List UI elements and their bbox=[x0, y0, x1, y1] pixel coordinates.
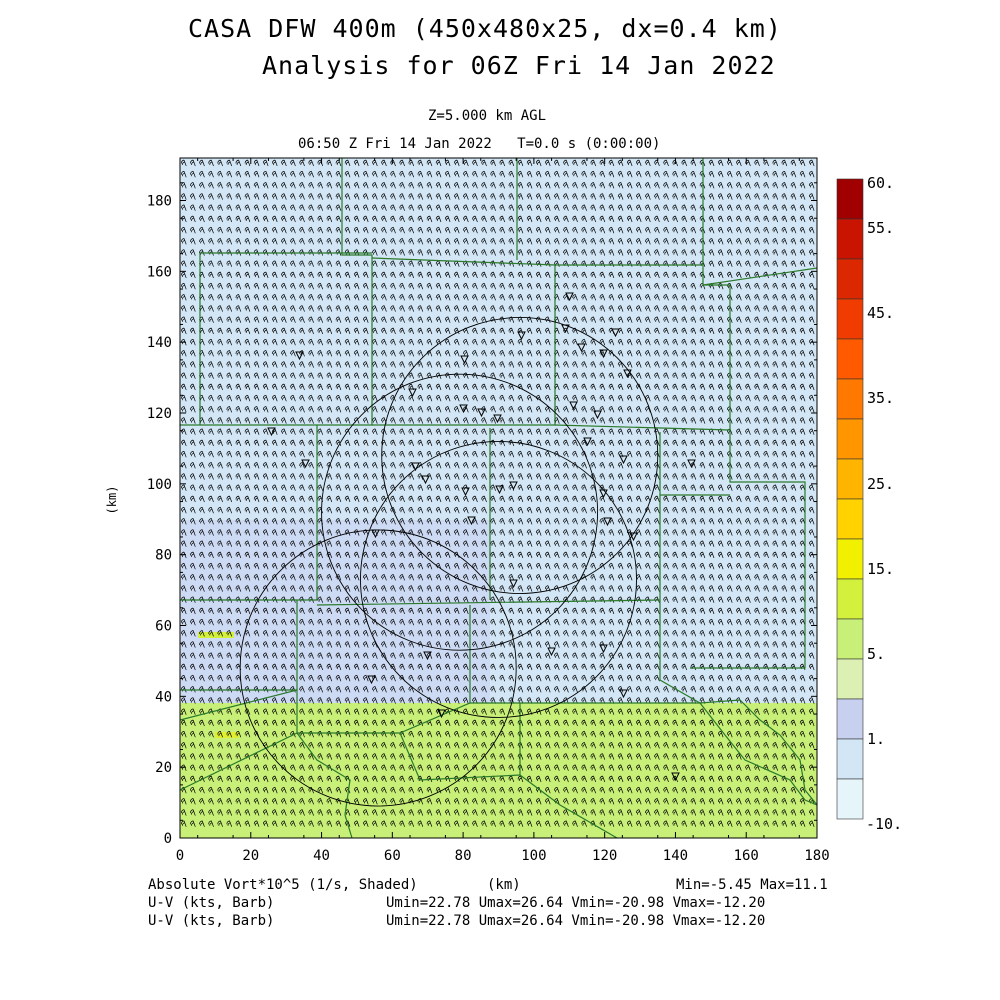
title-line-2: Analysis for 06Z Fri 14 Jan 2022 bbox=[262, 51, 776, 80]
y-tick-label: 40 bbox=[155, 689, 172, 705]
y-tick-label: 100 bbox=[147, 477, 172, 493]
y-tick-label: 120 bbox=[147, 406, 172, 422]
colorbar-label: 15. bbox=[867, 560, 894, 578]
title-line-1: CASA DFW 400m (450x480x25, dx=0.4 km) bbox=[188, 14, 782, 43]
barb-label-1: U-V (kts, Barb) bbox=[148, 895, 275, 911]
colorbar bbox=[836, 178, 864, 820]
colorbar-swatch bbox=[836, 618, 864, 660]
colorbar-swatch bbox=[836, 498, 864, 540]
colorbar-swatch bbox=[836, 218, 864, 260]
colorbar-label: 35. bbox=[867, 389, 894, 407]
time-label: 06:50 Z Fri 14 Jan 2022 T=0.0 s (0:00:00… bbox=[298, 136, 661, 152]
level-label: Z=5.000 km AGL bbox=[428, 108, 547, 124]
y-tick-label: 180 bbox=[147, 194, 172, 210]
colorbar-swatch bbox=[836, 418, 864, 460]
colorbar-swatch bbox=[836, 258, 864, 300]
x-tick-label: 60 bbox=[384, 848, 401, 864]
y-tick-label: 20 bbox=[155, 760, 172, 776]
radar-range-ring bbox=[360, 440, 637, 718]
y-tick-label: 60 bbox=[155, 619, 172, 635]
colorbar-label: 1. bbox=[867, 730, 885, 748]
y-tick-label: 80 bbox=[155, 548, 172, 564]
y-tick-label: 0 bbox=[164, 831, 172, 847]
x-axis-units: (km) bbox=[487, 877, 521, 893]
y-tick-labels: 0 20 40 60 80 100 120 140 160 180 bbox=[147, 194, 172, 848]
x-tick-label: 160 bbox=[734, 848, 759, 864]
colorbar-label: 55. bbox=[867, 219, 894, 237]
colorbar-label: -10. bbox=[866, 815, 902, 833]
colorbar-swatch bbox=[836, 738, 864, 780]
vorticity-shading bbox=[180, 158, 817, 838]
x-tick-label: 100 bbox=[521, 848, 546, 864]
y-tick-label: 160 bbox=[147, 264, 172, 280]
colorbar-swatch bbox=[836, 778, 864, 820]
y-tick-label: 140 bbox=[147, 335, 172, 351]
colorbar-swatch bbox=[836, 338, 864, 380]
minmax-label: Min=-5.45 Max=11.1 bbox=[676, 877, 828, 893]
barb-stats-1: Umin=22.78 Umax=26.64 Vmin=-20.98 Vmax=-… bbox=[386, 895, 766, 911]
axis-ticks bbox=[179, 158, 818, 839]
x-tick-label: 40 bbox=[313, 848, 330, 864]
plot-frame bbox=[179, 157, 818, 839]
colorbar-swatch bbox=[836, 538, 864, 580]
radar-range-ring bbox=[321, 373, 599, 651]
barb-stats-2: Umin=22.78 Umax=26.64 Vmin=-20.98 Vmax=-… bbox=[386, 913, 766, 929]
radar-markers bbox=[267, 292, 696, 782]
radar-rings bbox=[239, 317, 659, 807]
radar-range-ring bbox=[381, 317, 659, 594]
x-tick-label: 0 bbox=[176, 848, 184, 864]
colorbar-label: 60. bbox=[867, 174, 894, 192]
colorbar-label: 45. bbox=[867, 304, 894, 322]
colorbar-swatch bbox=[836, 378, 864, 420]
x-tick-label: 20 bbox=[242, 848, 259, 864]
x-tick-label: 180 bbox=[804, 848, 829, 864]
colorbar-swatch bbox=[836, 658, 864, 700]
x-tick-label: 120 bbox=[592, 848, 617, 864]
colorbar-swatch bbox=[836, 578, 864, 620]
field-label: Absolute Vort*10^5 (1/s, Shaded) bbox=[148, 877, 418, 893]
colorbar-label: 25. bbox=[867, 475, 894, 493]
colorbar-labels: 60. 55. 45. 35. 25. 15. 5. 1. -10. bbox=[866, 174, 902, 833]
county-lines bbox=[180, 158, 817, 838]
colorbar-label: 5. bbox=[867, 645, 885, 663]
colorbar-swatch bbox=[836, 298, 864, 340]
x-tick-label: 80 bbox=[455, 848, 472, 864]
y-axis-label: (km) bbox=[105, 486, 119, 515]
x-tick-label: 140 bbox=[663, 848, 688, 864]
colorbar-swatch bbox=[836, 178, 864, 220]
colorbar-swatch bbox=[836, 458, 864, 500]
barb-label-2: U-V (kts, Barb) bbox=[148, 913, 275, 929]
colorbar-swatch bbox=[836, 698, 864, 740]
x-tick-labels: 0 20 40 60 80 100 120 140 160 180 bbox=[176, 848, 830, 864]
